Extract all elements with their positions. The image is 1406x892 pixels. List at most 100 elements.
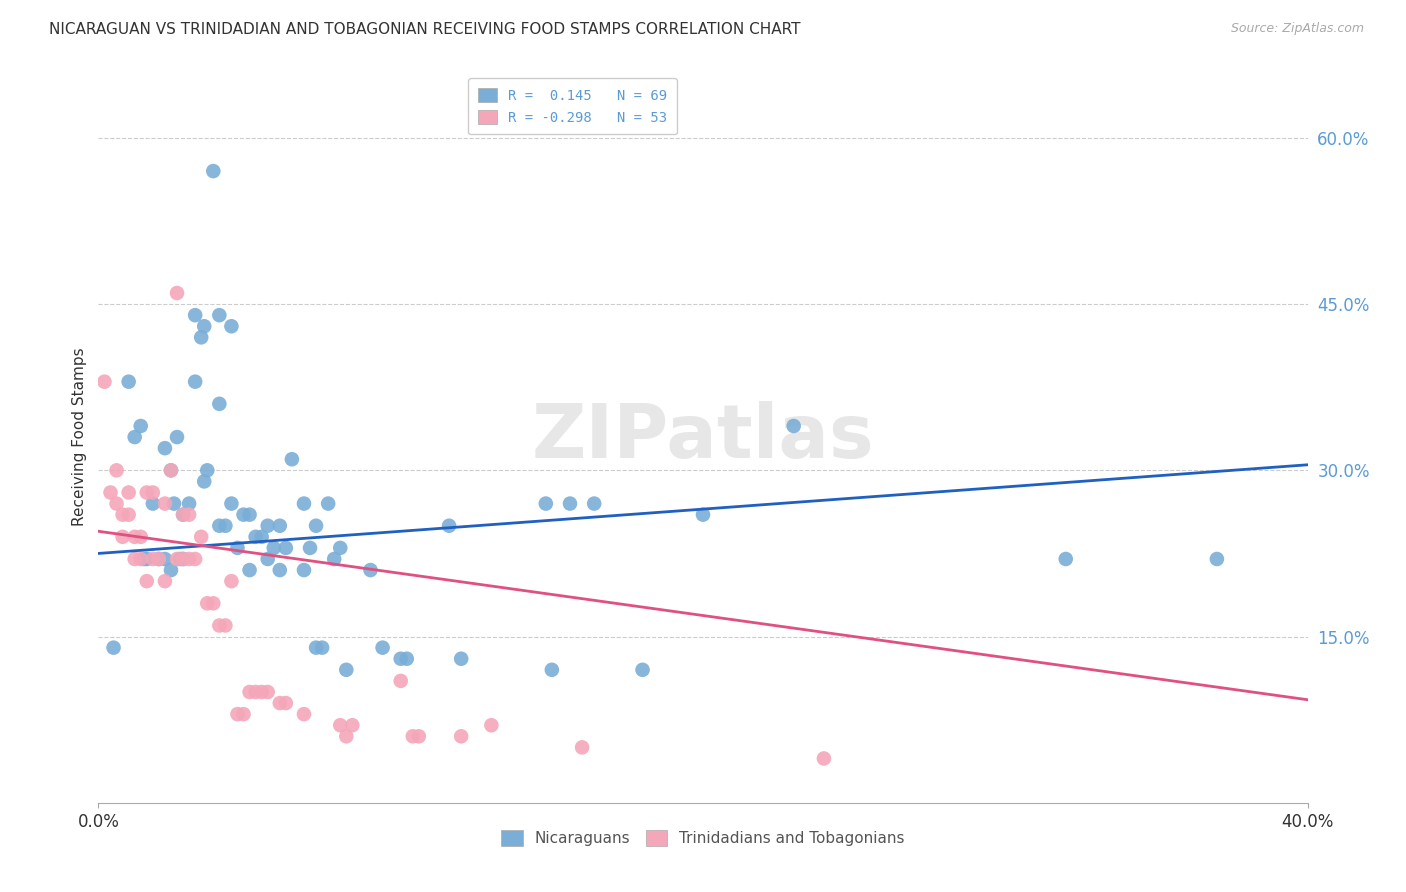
Point [184,552,207,566]
Point [124,430,146,444]
Point [256,552,278,566]
Point [148,552,170,566]
Point [179,552,201,566]
Point [269,563,291,577]
Point [193,475,215,489]
Point [103,640,125,655]
Point [93,375,115,389]
Point [184,308,207,322]
Point [221,319,243,334]
Point [395,651,418,665]
Point [342,718,364,732]
Point [311,640,333,655]
Point [269,518,291,533]
Point [1054,552,1077,566]
Point [232,707,254,722]
Point [135,485,157,500]
Point [195,596,218,610]
Point [163,497,186,511]
Point [142,497,165,511]
Point [129,530,152,544]
Point [274,541,297,555]
Point [166,552,188,566]
Point [631,663,654,677]
Point [292,563,315,577]
Point [232,508,254,522]
Point [172,508,194,522]
Point [245,685,267,699]
Point [329,718,352,732]
Point [100,485,122,500]
Point [305,640,328,655]
Point [208,397,231,411]
Point [783,419,806,434]
Point [335,729,357,743]
Point [1206,552,1229,566]
Point [221,574,243,589]
Point [172,552,194,566]
Point [179,497,201,511]
Point [184,375,207,389]
Point [160,463,183,477]
Point [274,696,297,710]
Point [118,508,141,522]
Point [111,530,134,544]
Point [214,618,236,632]
Point [166,285,188,300]
Text: NICARAGUAN VS TRINIDADIAN AND TOBAGONIAN RECEIVING FOOD STAMPS CORRELATION CHART: NICARAGUAN VS TRINIDADIAN AND TOBAGONIAN… [49,22,800,37]
Point [450,729,472,743]
Point [437,518,460,533]
Point [172,508,194,522]
Point [135,552,157,566]
Point [239,685,262,699]
Point [269,696,291,710]
Point [335,663,357,677]
Point [389,651,412,665]
Point [160,463,183,477]
Point [221,497,243,511]
Point [124,530,146,544]
Point [153,552,176,566]
Point [389,673,412,688]
Point [360,563,382,577]
Point [153,574,176,589]
Point [118,375,141,389]
Point [402,729,425,743]
Point [583,497,606,511]
Point [256,518,278,533]
Text: ZIPatlas: ZIPatlas [531,401,875,474]
Point [153,441,176,455]
Point [202,596,225,610]
Point [105,463,128,477]
Point [299,541,322,555]
Point [118,485,141,500]
Point [692,508,714,522]
Point [208,518,231,533]
Point [195,463,218,477]
Point [571,740,593,755]
Point [105,497,128,511]
Point [329,541,352,555]
Point [534,497,557,511]
Point [166,430,188,444]
Point [256,685,278,699]
Point [292,497,315,511]
Point [132,552,155,566]
Point [142,552,165,566]
Point [316,497,339,511]
Point [160,563,183,577]
Point [540,663,562,677]
Point [190,330,212,344]
Legend: Nicaraguans, Trinidadians and Tobagonians: Nicaraguans, Trinidadians and Tobagonian… [494,822,912,854]
Point [813,751,835,765]
Point [250,685,273,699]
Point [193,319,215,334]
Point [450,651,472,665]
Point [226,541,249,555]
Point [481,718,503,732]
Point [208,308,231,322]
Point [250,530,273,544]
Point [172,552,194,566]
Point [239,508,262,522]
Point [124,552,146,566]
